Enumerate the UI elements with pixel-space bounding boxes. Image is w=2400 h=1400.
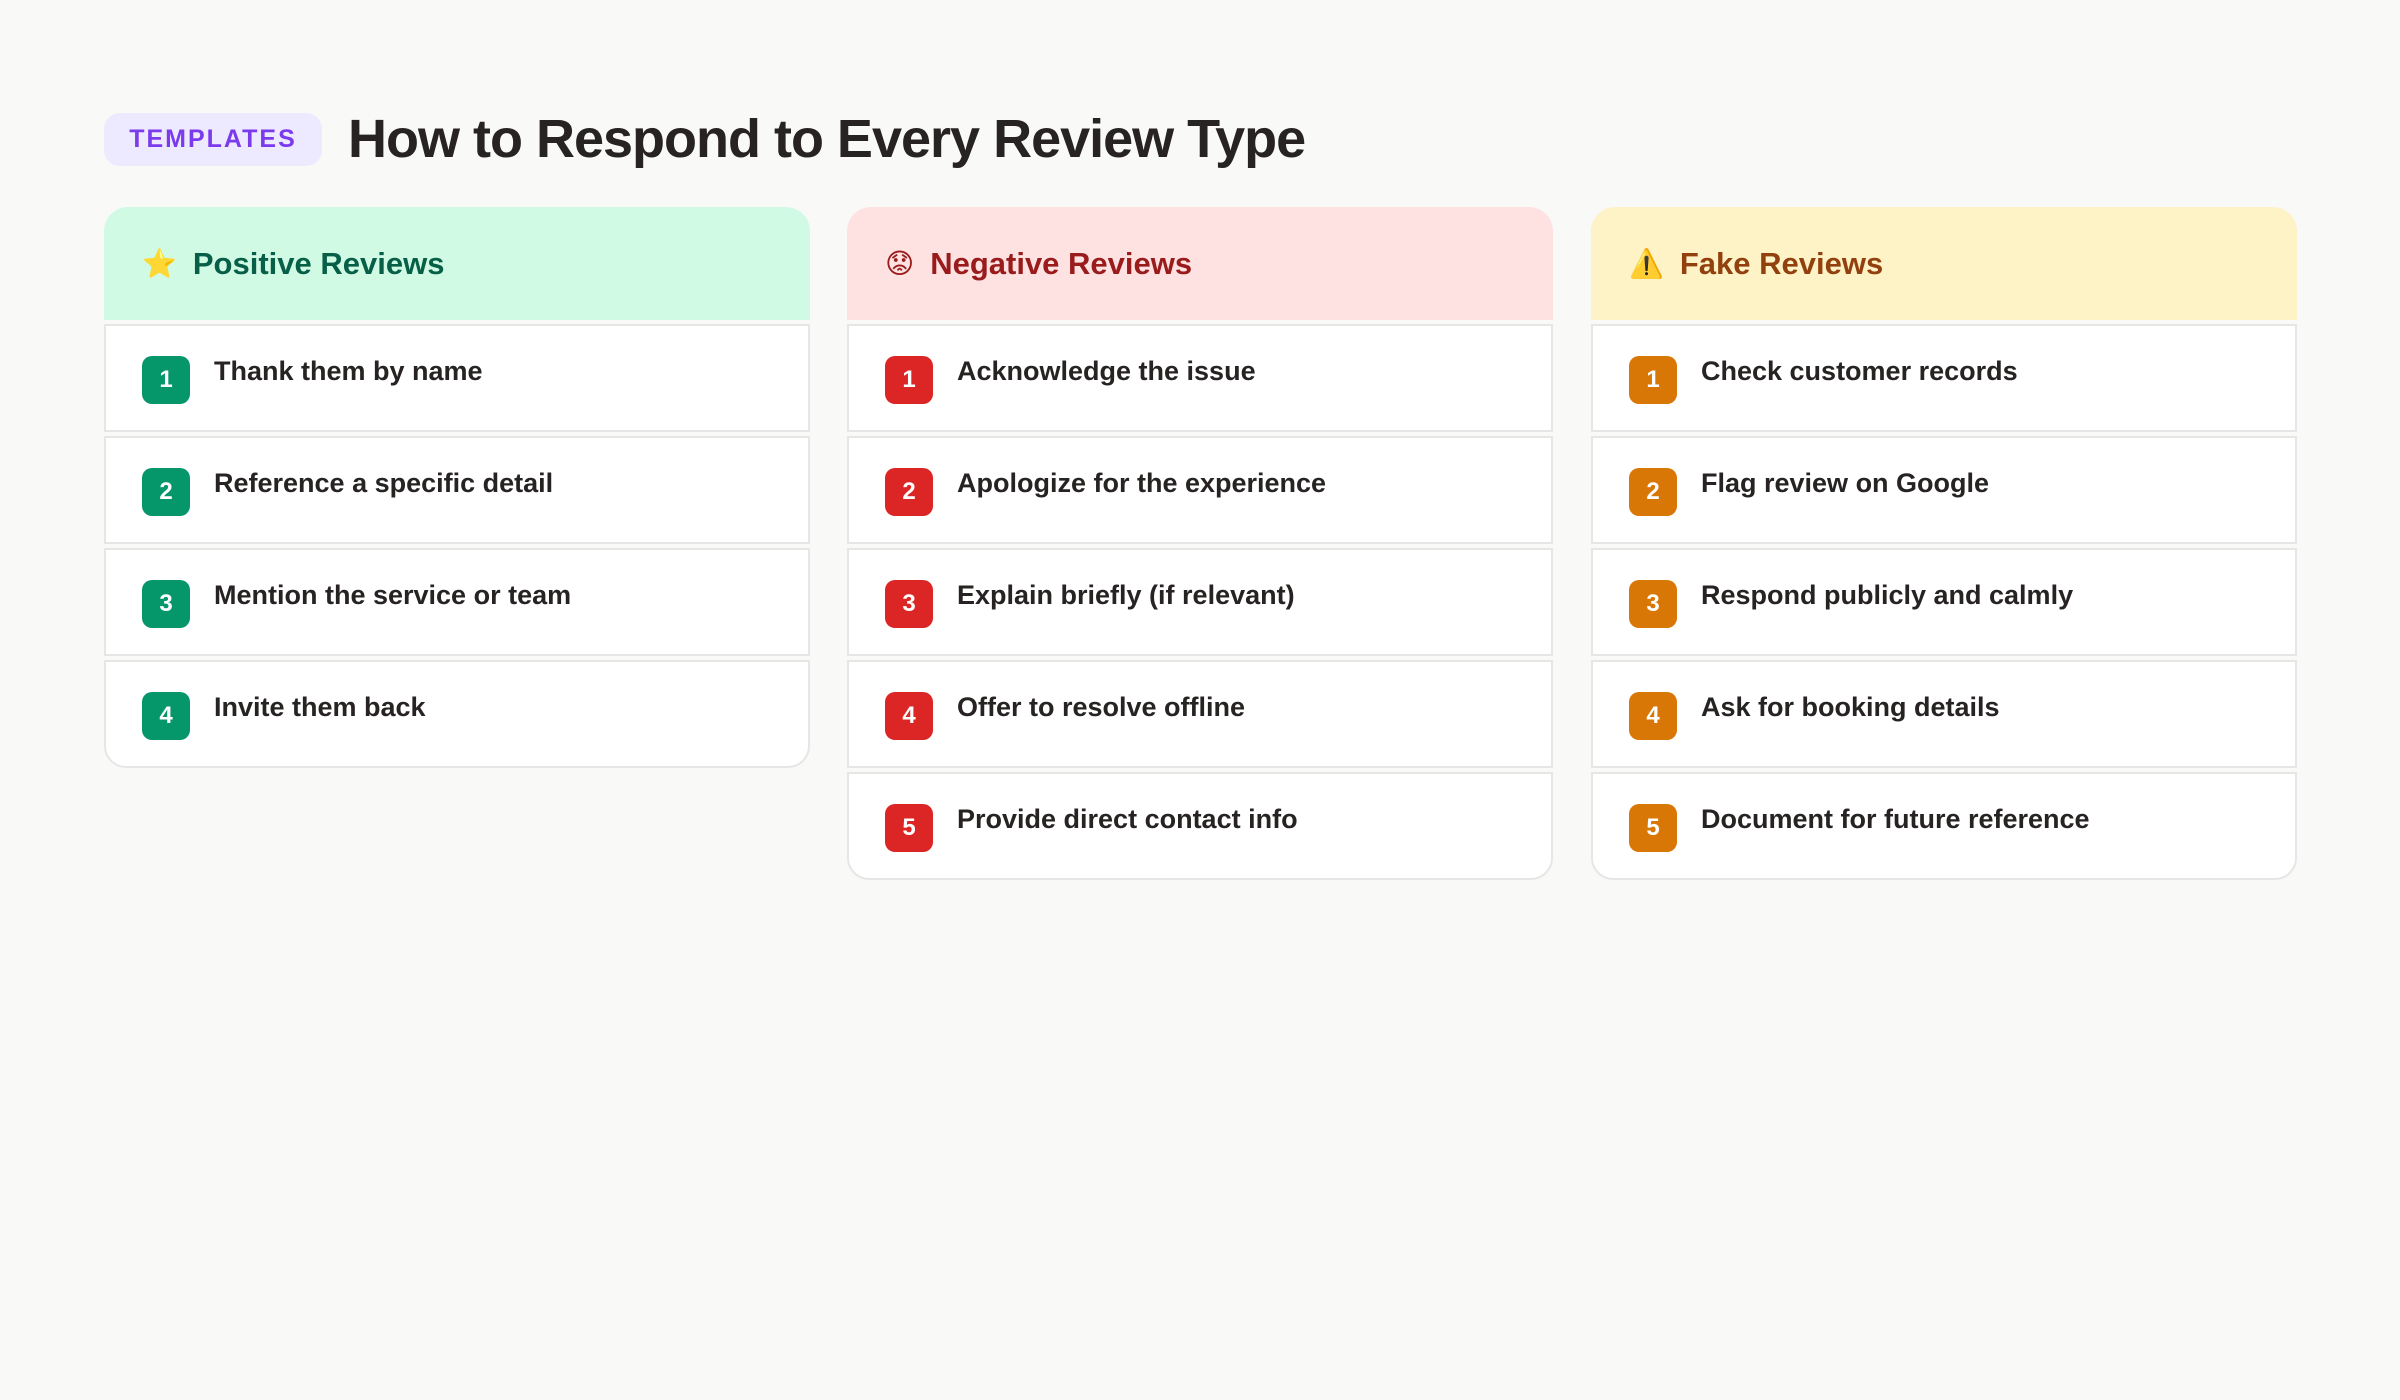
list-item: 3 Mention the service or team — [104, 548, 810, 656]
step-number-badge: 3 — [1629, 580, 1677, 628]
list-item: 5 Provide direct contact info — [847, 772, 1553, 880]
column-header: ⚠️ Fake Reviews — [1591, 207, 2297, 320]
step-number-badge: 5 — [1629, 804, 1677, 852]
step-number-badge: 3 — [142, 580, 190, 628]
column-header: 😟 Negative Reviews — [847, 207, 1553, 320]
step-number-badge: 4 — [142, 692, 190, 740]
step-text: Reference a specific detail — [214, 468, 554, 498]
star-icon: ⭐ — [142, 247, 177, 280]
step-text: Respond publicly and calmly — [1701, 580, 2074, 610]
step-number-badge: 5 — [885, 804, 933, 852]
step-text: Flag review on Google — [1701, 468, 1990, 498]
worried-face-icon: 😟 — [885, 247, 915, 280]
list-item: 3 Explain briefly (if relevant) — [847, 548, 1553, 656]
list-item: 2 Reference a specific detail — [104, 436, 810, 544]
list-item: 1 Thank them by name — [104, 324, 810, 432]
list-item: 2 Apologize for the experience — [847, 436, 1553, 544]
step-number-badge: 1 — [142, 356, 190, 404]
column-positive-reviews: ⭐ Positive Reviews 1 Thank them by name … — [104, 207, 810, 768]
step-number-badge: 1 — [885, 356, 933, 404]
column-header: ⭐ Positive Reviews — [104, 207, 810, 320]
warning-icon: ⚠️ — [1629, 247, 1664, 280]
step-text: Ask for booking details — [1701, 692, 2000, 722]
step-number-badge: 2 — [142, 468, 190, 516]
step-text: Offer to resolve offline — [957, 692, 1246, 722]
column-title: Positive Reviews — [192, 245, 445, 281]
list-item: 2 Flag review on Google — [1591, 436, 2297, 544]
list-item: 5 Document for future reference — [1591, 772, 2297, 880]
column-negative-reviews: 😟 Negative Reviews 1 Acknowledge the iss… — [847, 207, 1553, 880]
list-item: 3 Respond publicly and calmly — [1591, 548, 2297, 656]
list-item: 4 Invite them back — [104, 660, 810, 768]
step-number-badge: 1 — [1629, 356, 1677, 404]
step-text: Provide direct contact info — [957, 804, 1298, 834]
page-title: How to Respond to Every Review Type — [348, 109, 1306, 169]
step-text: Acknowledge the issue — [957, 356, 1256, 386]
step-text: Invite them back — [214, 692, 426, 722]
step-number-badge: 4 — [1629, 692, 1677, 740]
list-item: 4 Offer to resolve offline — [847, 660, 1553, 768]
column-title: Negative Reviews — [930, 245, 1193, 281]
step-number-badge: 4 — [885, 692, 933, 740]
column-fake-reviews: ⚠️ Fake Reviews 1 Check customer records… — [1591, 207, 2297, 880]
templates-badge: TEMPLATES — [104, 112, 322, 166]
column-title: Fake Reviews — [1679, 245, 1884, 281]
step-text: Check customer records — [1701, 356, 2018, 386]
step-text: Thank them by name — [214, 356, 483, 386]
step-text: Mention the service or team — [214, 580, 572, 610]
list-item: 1 Acknowledge the issue — [847, 324, 1553, 432]
step-number-badge: 2 — [885, 468, 933, 516]
step-number-badge: 2 — [1629, 468, 1677, 516]
list-item: 4 Ask for booking details — [1591, 660, 2297, 768]
step-text: Explain briefly (if relevant) — [957, 580, 1295, 610]
step-text: Document for future reference — [1701, 804, 2090, 834]
step-text: Apologize for the experience — [957, 468, 1327, 498]
page-header: TEMPLATES How to Respond to Every Review… — [104, 108, 1306, 170]
list-item: 1 Check customer records — [1591, 324, 2297, 432]
step-number-badge: 3 — [885, 580, 933, 628]
